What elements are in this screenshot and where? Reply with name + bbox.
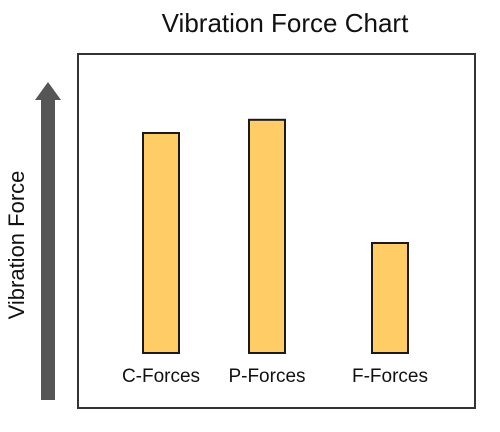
bar-c-forces [142,132,180,354]
chart-title: Vibration Force Chart [162,8,409,38]
plot-frame [77,53,476,409]
bar-f-forces [371,242,409,354]
category-label-p-forces: P-Forces [228,366,305,387]
y-axis-arrow-head [35,82,61,100]
bars-group [142,118,409,354]
y-axis-arrow-shaft [41,100,55,400]
bar-p-forces [248,118,286,354]
y-axis-label: Vibration Force [4,171,29,320]
category-label-f-forces: F-Forces [352,366,428,387]
category-labels-group: C-Forces P-Forces F-Forces [122,366,428,387]
category-label-c-forces: C-Forces [122,366,200,387]
